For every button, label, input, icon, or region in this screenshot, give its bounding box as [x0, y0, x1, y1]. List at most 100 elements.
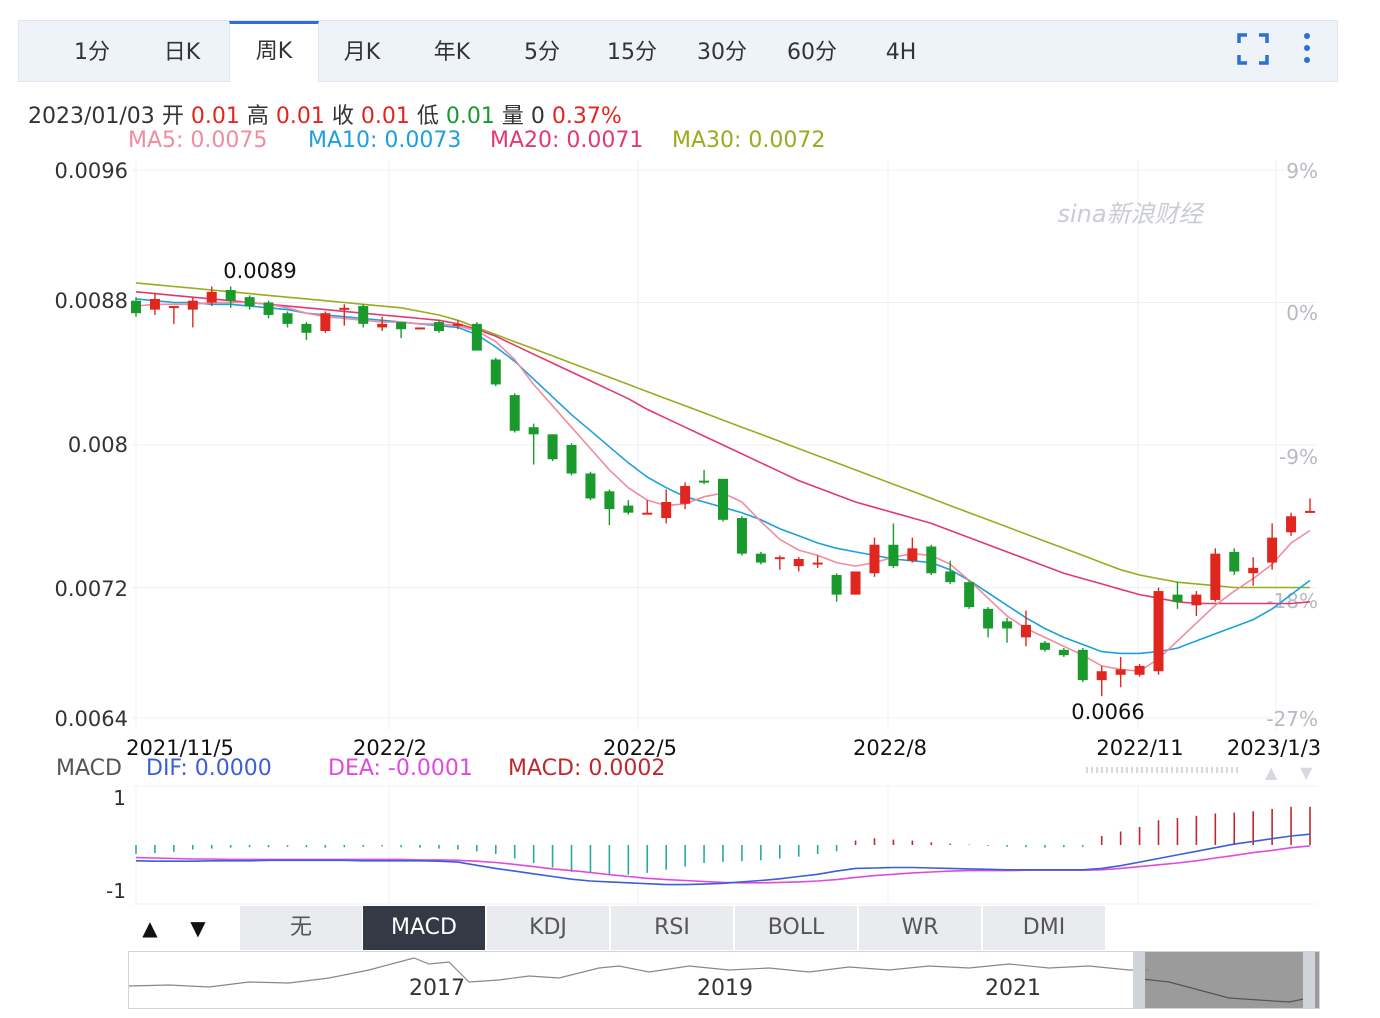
- indicator-boll[interactable]: BOLL: [735, 906, 858, 950]
- fullscreen-icon[interactable]: [1237, 33, 1269, 65]
- indicator-wr[interactable]: WR: [859, 906, 982, 950]
- candle: [1096, 665, 1107, 697]
- candle: [320, 311, 331, 333]
- y-axis: 0.0096 0.0088 0.008 0.0072 0.0064: [55, 159, 128, 731]
- candle-body: [131, 300, 141, 314]
- indicator-rsi[interactable]: RSI: [611, 906, 734, 950]
- candle-body: [509, 395, 520, 431]
- candle-body: [244, 297, 255, 307]
- candle: [1058, 648, 1069, 657]
- period-tab-bar: 1分 日K 周K 月K 年K 5分 15分 30分 60分 4H: [18, 20, 1338, 82]
- dif-line: [135, 833, 1311, 886]
- overview-line: [129, 957, 1149, 988]
- candle-body: [282, 313, 293, 324]
- tab-1min[interactable]: 1分: [74, 40, 110, 65]
- scroll-up-icon: ▲: [1265, 763, 1278, 782]
- candle: [187, 297, 198, 328]
- volume-label: 量: [501, 104, 524, 129]
- candle-body: [490, 359, 501, 385]
- candle-body: [869, 544, 880, 574]
- indicator-dmi[interactable]: DMI: [983, 906, 1106, 950]
- tab-60min[interactable]: 60分: [787, 40, 837, 65]
- candle: [736, 516, 747, 556]
- indicator-kdj[interactable]: KDJ: [487, 906, 610, 950]
- tab-daily-k[interactable]: 日K: [163, 40, 201, 65]
- candle: [661, 489, 672, 524]
- candle-body: [945, 571, 956, 583]
- open-label: 开: [161, 104, 184, 129]
- candle: [263, 300, 274, 319]
- candle: [149, 293, 160, 315]
- candle-body: [1267, 537, 1278, 563]
- candle: [907, 537, 918, 563]
- y-tick-label: 0.0072: [55, 577, 128, 601]
- candle: [415, 327, 426, 330]
- macd-panel: 1 -1: [106, 786, 1311, 903]
- candle-body: [1020, 624, 1031, 638]
- range-handle-left[interactable]: [1133, 952, 1145, 1008]
- volume-value: 0: [530, 104, 545, 129]
- candle-body: [566, 445, 577, 474]
- candle: [1153, 587, 1164, 675]
- dif-label: DIF: 0.0000: [146, 756, 272, 781]
- ma5-label: MA5: 0.0075: [128, 128, 268, 153]
- nav-arrows: ▲ ▼: [1086, 763, 1313, 782]
- candle: [1210, 548, 1221, 602]
- candle-body: [699, 480, 710, 483]
- candle-body: [1134, 665, 1145, 675]
- indicator-tab-bar: ▲ ▼ 无 MACD KDJ RSI BOLL WR DMI: [128, 906, 1108, 950]
- tab-yearly-k[interactable]: 年K: [433, 40, 471, 65]
- candle: [680, 482, 691, 510]
- tab-4h[interactable]: 4H: [885, 40, 917, 65]
- tab-monthly-k[interactable]: 月K: [343, 40, 381, 65]
- ma20-label: MA20: 0.0071: [490, 128, 644, 153]
- high-annotation: 0.0089: [223, 259, 296, 283]
- candle-body: [1096, 671, 1107, 681]
- candle: [774, 555, 785, 570]
- candlestick-chart[interactable]: sina新浪财经 0.0096 0.0088 0.008 0.0072 0.0064 9…: [0, 0, 1380, 906]
- candle: [377, 316, 388, 331]
- more-vertical-icon[interactable]: [1297, 31, 1317, 67]
- tab-weekly-k[interactable]: 周K: [229, 21, 319, 82]
- candle: [850, 571, 861, 595]
- x-tick-label: 2022/11: [1096, 736, 1183, 760]
- candle-body: [149, 298, 160, 310]
- candle: [718, 478, 728, 522]
- candle-body: [206, 291, 217, 303]
- candle-body: [452, 323, 463, 326]
- candle-body: [1210, 553, 1221, 600]
- tab-15min[interactable]: 15分: [607, 40, 657, 65]
- macd-y-tick: -1: [106, 879, 126, 903]
- y-tick-label: 0.0064: [55, 707, 128, 731]
- candle: [396, 322, 407, 339]
- candle: [699, 469, 710, 485]
- candle-body: [736, 518, 747, 554]
- candle: [566, 443, 577, 476]
- x-tick-label: 2022/2: [353, 736, 427, 760]
- change-percent: 0.37%: [551, 104, 622, 129]
- percent-axis: 9% 0% -9% -18% -27%: [1266, 159, 1318, 731]
- range-navigator[interactable]: 2017 2019 2021: [128, 951, 1320, 1009]
- candle-body: [585, 473, 596, 499]
- overview-year-label: 2019: [697, 976, 753, 1001]
- candle-body: [358, 306, 369, 324]
- candle: [1229, 548, 1240, 576]
- arrow-down-button[interactable]: ▼: [176, 906, 220, 950]
- x-tick-label: 2022/5: [603, 736, 677, 760]
- range-handle-right[interactable]: [1303, 952, 1315, 1008]
- candle: [471, 322, 482, 351]
- candle: [1191, 591, 1202, 616]
- candle: [509, 393, 520, 433]
- candle-body: [547, 434, 558, 460]
- high-value: 0.01: [275, 104, 325, 129]
- arrow-up-button[interactable]: ▲: [128, 906, 172, 950]
- tab-30min[interactable]: 30分: [697, 40, 747, 65]
- indicator-macd[interactable]: MACD: [363, 906, 486, 950]
- tab-5min[interactable]: 5分: [524, 40, 560, 65]
- candle-body: [339, 307, 350, 310]
- ma30-label: MA30: 0.0072: [672, 128, 826, 153]
- indicator-none[interactable]: 无: [240, 906, 363, 950]
- candle-body: [812, 562, 823, 565]
- candle-body: [1115, 669, 1126, 675]
- candle: [964, 580, 975, 609]
